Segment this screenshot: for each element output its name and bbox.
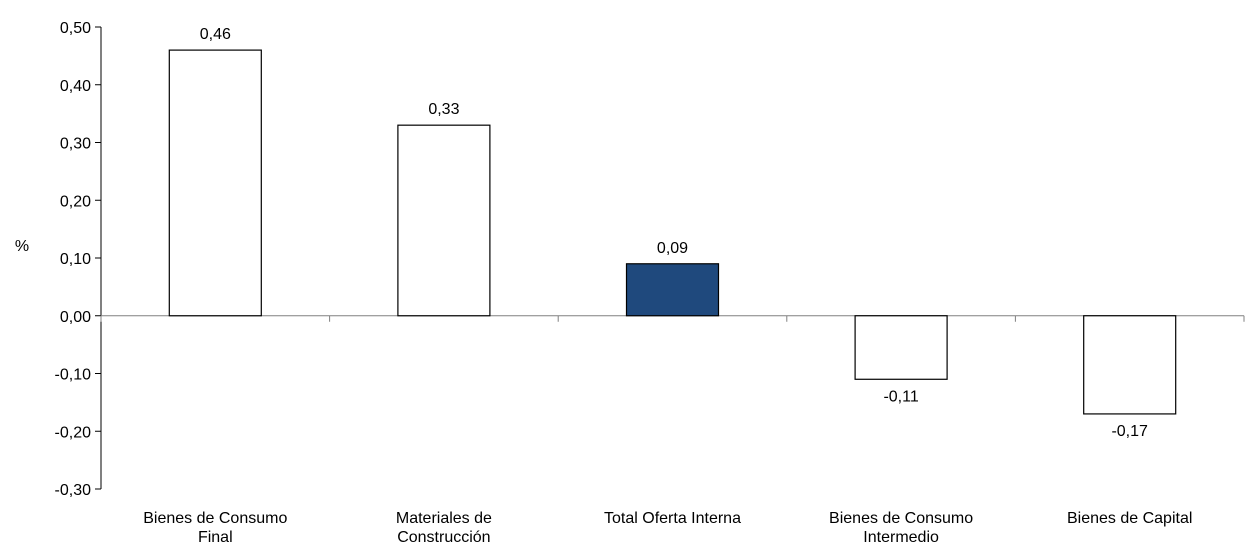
bar (397, 124, 491, 317)
category-label: Bienes de Consumo (143, 510, 287, 527)
bar (625, 263, 720, 317)
y-tick-label: 0,20 (60, 193, 91, 210)
y-axis: -0,30 -0,20 -0,10 0,00 0,10 0,20 0,30 0,40 0,50 (55, 20, 102, 499)
y-axis-title: % (15, 238, 29, 255)
y-tick-label: -0,10 (55, 367, 92, 384)
category-label: Materiales de (396, 510, 492, 527)
y-tick-label: 0,50 (60, 20, 91, 37)
bar (1083, 315, 1177, 415)
y-tick-label: -0,20 (55, 424, 92, 441)
category-label: Intermedio (863, 529, 939, 546)
bar (168, 49, 262, 317)
y-tick-label: 0,40 (60, 78, 91, 95)
data-label: 0,46 (200, 26, 231, 43)
category-label: Final (198, 529, 233, 546)
category-label: Bienes de Capital (1067, 510, 1192, 527)
category-label: Bienes de Consumo (829, 510, 973, 527)
y-tick-label: 0,10 (60, 251, 91, 268)
y-tick-label: 0,00 (60, 309, 91, 326)
category-labels: Bienes de Consumo Final Materiales de Const… (143, 510, 1192, 546)
data-labels: 0,46 0,33 0,09 -0,11 -0,17 (200, 26, 1148, 440)
x-axis (100, 315, 1245, 322)
bar (854, 315, 948, 380)
category-label: Construcción (397, 529, 490, 546)
data-label: -0,11 (883, 388, 918, 405)
data-label: -0,17 (1111, 423, 1148, 440)
category-label: Total Oferta Interna (604, 510, 741, 527)
data-label: 0,09 (657, 240, 688, 257)
bars (168, 49, 1177, 415)
y-tick-label: -0,30 (55, 482, 92, 499)
y-tick-label: 0,30 (60, 136, 91, 153)
data-label: 0,33 (428, 101, 459, 118)
